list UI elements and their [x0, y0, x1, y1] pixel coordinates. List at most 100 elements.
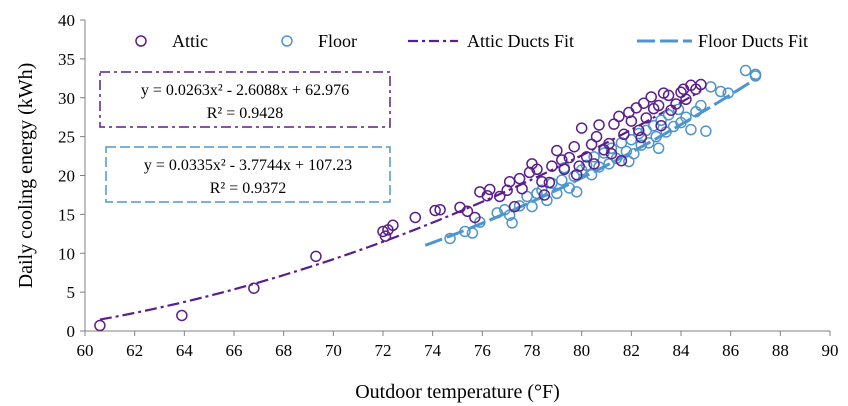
- y-tick-label: 0: [67, 322, 76, 341]
- attic-data-point: [387, 219, 399, 232]
- attic-data-point: [461, 205, 474, 218]
- attic-data-point: [675, 86, 687, 99]
- attic-data-point: [248, 282, 260, 294]
- x-tick-label: 80: [573, 341, 590, 360]
- attic-data-point: [618, 128, 630, 141]
- floor-data-point: [652, 142, 665, 155]
- floor-data-point: [568, 170, 580, 183]
- x-tick-label: 68: [275, 341, 292, 360]
- attic-data-point: [593, 119, 605, 131]
- attic-data-point: [638, 97, 650, 109]
- attic-data-point: [513, 172, 526, 185]
- x-tick-label: 76: [474, 341, 491, 360]
- floor-data-point: [513, 200, 526, 212]
- attic-data-point: [670, 98, 682, 110]
- floor-data-point: [585, 168, 598, 181]
- attic-data-point: [176, 309, 188, 322]
- attic-data-point: [645, 91, 657, 103]
- attic-data-point: [543, 176, 556, 189]
- attic-data-point: [94, 319, 106, 332]
- floor-fit-equation-box: [105, 146, 391, 203]
- floor-data-point: [749, 70, 762, 82]
- floor-fit-r2: R² = 0.9372: [210, 180, 287, 197]
- y-tick-label: 40: [58, 11, 75, 30]
- attic-data-point: [570, 168, 583, 181]
- attic-data-point: [568, 140, 580, 153]
- attic-data-point: [310, 250, 322, 263]
- legend-label-attic-fit: Attic Ducts Fit: [467, 31, 574, 51]
- floor-data-point: [722, 87, 734, 99]
- x-tick-label: 82: [623, 341, 640, 360]
- attic-data-point: [469, 211, 481, 224]
- floor-data-point: [444, 232, 456, 245]
- attic-data-point: [493, 190, 506, 203]
- equation-boxes: y = 0.0263x² - 2.6088x + 62.976 R² = 0.94…: [99, 71, 391, 203]
- attic-fit-equation-box: [99, 71, 391, 128]
- attic-data-point: [580, 151, 593, 163]
- x-tick-label: 86: [722, 341, 739, 360]
- floor-data-point: [700, 125, 712, 137]
- floor-data-point: [588, 151, 600, 163]
- attic-data-point: [379, 230, 392, 242]
- legend-marker-attic: [135, 35, 147, 47]
- y-tick-label: 5: [67, 283, 76, 302]
- attic-data-point: [605, 147, 618, 160]
- attic-data-point: [484, 183, 496, 196]
- x-tick-label: 70: [325, 341, 342, 360]
- attic-fit-equation: y = 0.0263x² - 2.6088x + 62.976: [141, 82, 349, 99]
- attic-data-point: [630, 102, 643, 114]
- floor-data-point: [655, 114, 667, 127]
- attic-data-point: [429, 204, 441, 217]
- x-tick-label: 64: [176, 341, 194, 360]
- axes: 60 62 64 66 68 70 72 74 76 78 80 82 84 86 88 90 0 5 10 15 20…: [15, 11, 839, 403]
- y-tick-label: 25: [58, 128, 75, 147]
- attic-data-point: [652, 99, 665, 112]
- floor-data-point: [714, 85, 727, 98]
- y-tick-label: 30: [58, 89, 75, 108]
- x-tick-label: 78: [524, 341, 541, 360]
- floor-data-point: [541, 194, 553, 207]
- floor-data-point: [580, 159, 593, 172]
- x-tick-label: 90: [822, 341, 839, 360]
- attic-data-point: [551, 144, 563, 157]
- attic-data-point: [558, 163, 571, 176]
- attic-data-point: [613, 110, 625, 123]
- x-tick-label: 88: [772, 341, 789, 360]
- attic-data-point: [680, 93, 692, 106]
- floor-data-point: [623, 155, 635, 168]
- y-axis-title: Daily cooling energy (kWh): [15, 63, 37, 289]
- floor-data-point: [695, 99, 707, 112]
- attic-data-point: [625, 115, 638, 127]
- floor-data-point: [739, 64, 752, 77]
- attic-data-point: [409, 211, 422, 224]
- floor-data-point: [526, 200, 538, 213]
- x-tick-label: 72: [375, 341, 392, 360]
- floor-data-point: [570, 186, 583, 198]
- floor-data-point: [705, 81, 717, 93]
- legend: Attic Floor Attic Ducts Fit Floor Ducts Fit: [135, 31, 808, 51]
- attic-data-point: [662, 89, 675, 102]
- legend-label-floor-fit: Floor Ducts Fit: [698, 31, 808, 51]
- attic-data-point: [563, 151, 575, 164]
- x-tick-label: 84: [673, 341, 691, 360]
- attic-data-point: [536, 175, 548, 188]
- attic-data-point: [508, 200, 521, 213]
- y-tick-label: 35: [58, 50, 75, 69]
- attic-data-point: [575, 122, 588, 134]
- legend-label-floor: Floor: [318, 31, 357, 51]
- floor-data-point: [491, 207, 503, 219]
- attic-data-point: [546, 160, 558, 172]
- attic-data-point: [633, 124, 645, 137]
- floor-data-point: [506, 217, 518, 229]
- floor-data-point: [685, 123, 697, 136]
- floor-data-point: [642, 137, 655, 149]
- attic-data-point: [695, 78, 707, 91]
- attic-data-point: [588, 158, 600, 170]
- floor-data-point: [551, 187, 563, 200]
- floor-data-point: [672, 103, 685, 116]
- attic-data-point: [538, 189, 551, 201]
- y-tick-label: 10: [58, 244, 75, 263]
- attic-data-point: [655, 119, 667, 132]
- floor-data-point: [650, 130, 662, 143]
